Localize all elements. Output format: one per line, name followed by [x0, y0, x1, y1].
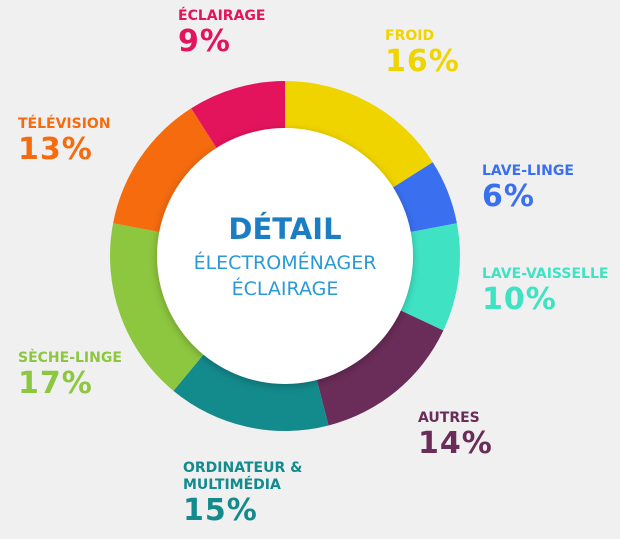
segment-label: ÉCLAIRAGE 9%: [178, 8, 265, 59]
segment-label: LAVE-LINGE 6%: [482, 163, 574, 214]
value-label: 17%: [18, 366, 93, 401]
segment-label: FROID 16%: [385, 28, 460, 79]
category-label: ÉCLAIRAGE: [178, 8, 266, 24]
center-subtitle: ÉLECTROMÉNAGER: [193, 252, 377, 274]
center-subtitle: ÉCLAIRAGE: [231, 278, 339, 300]
category-label: ORDINATEUR & MULTIMÉDIA: [183, 460, 303, 493]
center-title: DÉTAIL: [228, 212, 342, 246]
donut-segment: [110, 223, 209, 391]
donut-segment: [113, 108, 221, 234]
center-circle: [157, 128, 413, 384]
value-label: 15%: [183, 493, 258, 528]
category-label: LAVE-VAISSELLE: [482, 266, 609, 282]
segment-label: SÈCHE-LINGE 17%: [18, 350, 122, 401]
category-label: LAVE-LINGE: [482, 163, 574, 179]
category-label: TÉLÉVISION: [18, 116, 111, 132]
category-label: AUTRES: [418, 410, 480, 426]
value-label: 16%: [385, 44, 460, 79]
donut-segment: [314, 307, 444, 426]
value-label: 6%: [482, 179, 535, 214]
value-label: 10%: [482, 282, 557, 317]
donut-segment: [285, 81, 433, 192]
category-label: SÈCHE-LINGE: [18, 350, 122, 366]
value-label: 14%: [418, 426, 493, 461]
value-label: 9%: [178, 24, 231, 59]
segment-label: AUTRES 14%: [418, 410, 493, 461]
donut-segment: [173, 348, 329, 431]
segment-label: ORDINATEUR & MULTIMÉDIA 15%: [183, 460, 313, 528]
segment-label: TÉLÉVISION 13%: [18, 116, 111, 167]
category-label: FROID: [385, 28, 435, 44]
segment-label: LAVE-VAISSELLE 10%: [482, 266, 608, 317]
value-label: 13%: [18, 132, 93, 167]
